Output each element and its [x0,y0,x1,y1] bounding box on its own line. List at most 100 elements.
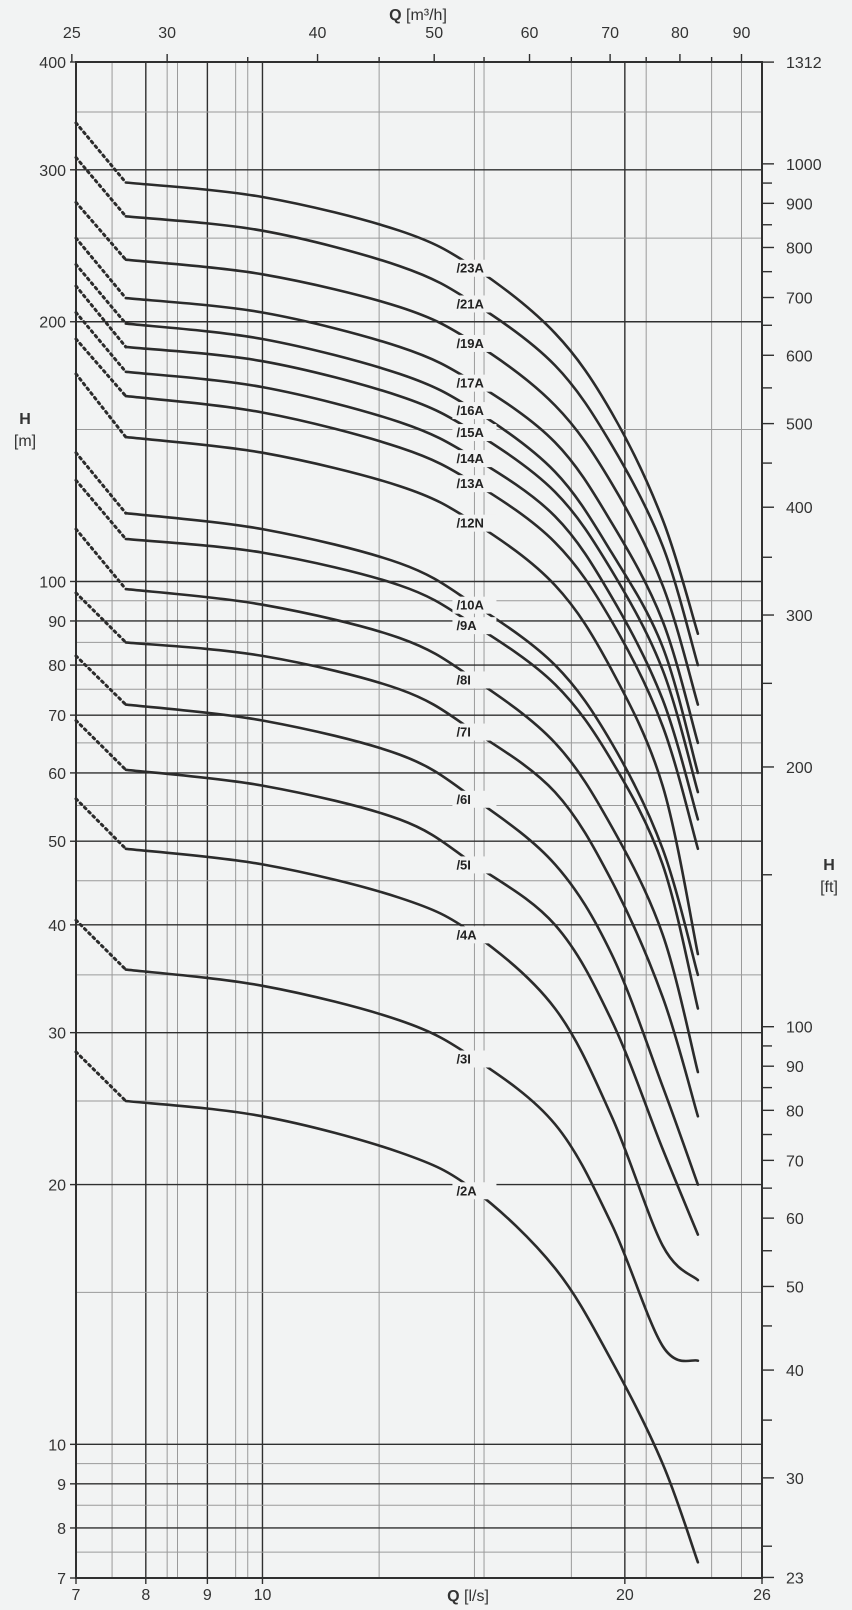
curve-label-bg [452,596,497,614]
curve-4a [124,847,700,1282]
right-axis-tick-label: 1000 [786,157,822,174]
curve-21a-dotted-segment [74,156,128,218]
bottom-axis-tick-label: 20 [616,1587,634,1604]
curve-10a-dotted-segment [74,451,128,515]
curve-13a [124,394,700,851]
left-axis-tick-label: 10 [48,1437,66,1454]
curve-5i [124,768,700,1236]
curve-19a-dotted-segment [74,200,128,262]
curve-label-bg [452,334,497,352]
right-axis-tick-label: 200 [786,760,813,777]
left-axis-tick-label: 9 [57,1477,66,1494]
right-axis-tick-label: 80 [786,1103,804,1120]
curve-14a [124,370,700,821]
left-axis-tick-label: 80 [48,658,66,675]
curve-label-bg [452,424,497,442]
curve-label-7i: /7I [456,725,470,740]
right-axis-tick-label: 900 [786,196,813,213]
curve-label-bg [452,723,497,741]
top-axis-tick-label: 25 [63,25,81,42]
left-axis-tick-label: 8 [57,1521,66,1538]
curve-label-bg [452,402,497,420]
right-axis-tick-label: 60 [786,1211,804,1228]
tick-labels: 25 30 40 50 60 70 80 90 7 8 9 10 20 26 7 8 9 10 20 30 40 50 60… [39,25,821,1604]
curve-label-3i: /3I [456,1052,470,1067]
left-axis-tick-label: 20 [48,1178,66,1195]
curve-15a [124,345,700,794]
curve-8i-dotted-segment [74,527,128,591]
left-axis-tick-label: 400 [39,55,66,72]
top-axis-tick-label: 30 [158,25,176,42]
left-axis-tick-label: 7 [57,1571,66,1588]
top-axis-tick-label: 70 [601,25,619,42]
curve-label-23a: /23A [456,261,484,276]
curve-3i [124,968,700,1363]
curve-19a [124,258,700,706]
top-axis-tick-label: 90 [733,25,751,42]
curve-21a [124,215,700,667]
curve-label-bg [452,475,497,493]
left-axis-tick-label: 200 [39,315,66,332]
curve-6i-dotted-segment [74,654,128,707]
curve-17a-dotted-segment [74,236,128,300]
plot-area [76,62,762,1578]
right-axis-tick-label: 90 [786,1059,804,1076]
curve-4a-dotted-segment [74,797,128,851]
curve-label-bg [452,295,497,313]
plot-frame [75,61,763,1579]
bottom-axis-tick-label: 7 [72,1587,81,1604]
curve-16a-dotted-segment [74,263,128,326]
curve-15a-dotted-segment [74,284,128,349]
left-axis-tick-label: 50 [48,834,66,851]
curves [74,121,700,1564]
curve-label-15a: /15A [456,425,484,440]
bottom-axis-tick-label: 8 [141,1587,150,1604]
curve-label-10a: /10A [456,598,484,613]
curve-label-9a: /9A [456,618,477,633]
top-axis-tick-label: 60 [521,25,539,42]
bottom-axis-tick-label: 10 [254,1587,272,1604]
curve-label-12n: /12N [456,516,483,531]
right-axis-tick-label: 300 [786,608,813,625]
curve-labels: /23A/21A/19A/17A/16A/15A/14A/13A/12N/10A… [452,259,497,1200]
curve-23a [124,181,700,635]
left-axis-tick-label: 40 [48,918,66,935]
right-axis-title-symbol: H [823,857,835,874]
curve-9a-dotted-segment [74,478,128,541]
axis-titles: Q [m³/h] Q [l/s] H [m] H [ft] [14,7,838,1605]
right-axis-tick-label: 23 [786,1570,804,1587]
left-axis-tick-label: 300 [39,163,66,180]
right-axis-tick-label: 600 [786,348,813,365]
left-axis-tick-label: 60 [48,766,66,783]
curve-label-bg [452,374,497,392]
top-axis-tick-label: 80 [671,25,689,42]
left-axis-title-unit: [m] [14,433,36,450]
curve-2a-dotted-segment [74,1050,128,1103]
right-axis-tick-label: 70 [786,1153,804,1170]
left-axis-tick-label: 100 [39,574,66,591]
curve-label-19a: /19A [456,336,484,351]
curve-label-5i: /5I [456,857,470,872]
curve-3i-dotted-segment [74,918,128,972]
curve-label-4a: /4A [456,927,477,942]
curve-17a [124,296,700,745]
right-axis-tick-label: 700 [786,291,813,308]
curve-6i [124,703,700,1186]
curve-label-6i: /6I [456,792,470,807]
curve-12n-dotted-segment [74,372,128,439]
curve-label-bg [452,671,497,689]
right-axis-tick-label: 100 [786,1020,813,1037]
curve-label-8i: /8I [456,672,470,687]
curve-label-13a: /13A [456,476,484,491]
curve-label-17a: /17A [456,376,484,391]
curve-label-bg [452,926,497,944]
top-axis-title: Q [m³/h] [389,7,447,24]
curve-2a [124,1099,700,1564]
curve-label-bg [452,617,497,635]
curve-5i-dotted-segment [74,719,128,772]
curve-10a [124,511,700,977]
right-axis-tick-label: 400 [786,500,813,517]
curve-14a-dotted-segment [74,311,128,374]
bottom-axis-tick-label: 26 [753,1587,771,1604]
